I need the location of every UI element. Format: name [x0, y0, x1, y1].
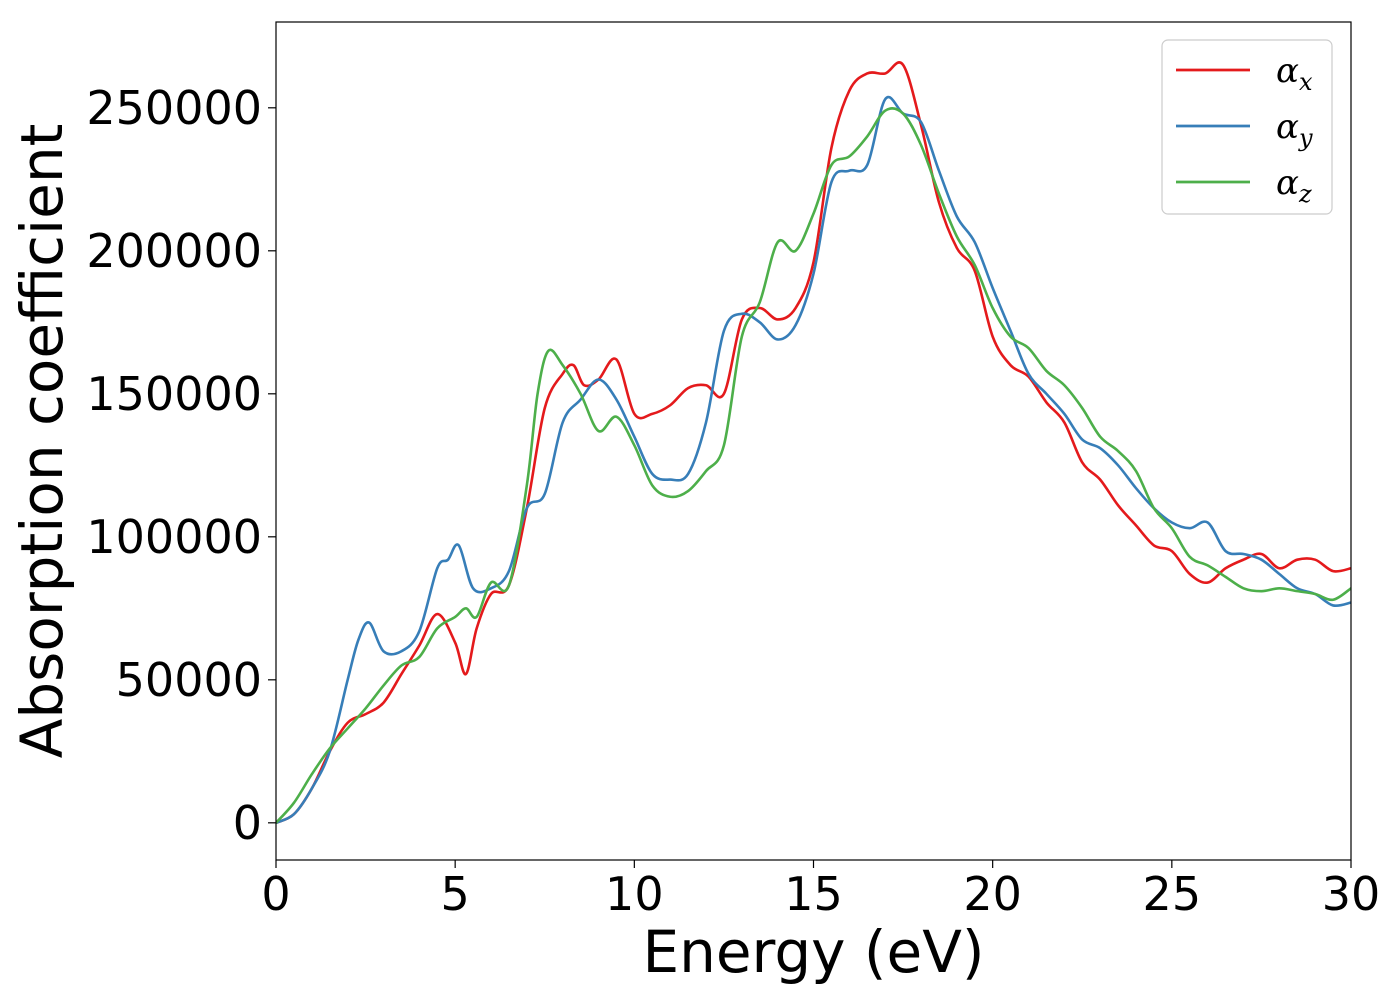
axes-frame [275, 21, 1352, 861]
y-axis-label: Absorption coefficient [8, 124, 76, 759]
y-tick-label: 0 [233, 796, 262, 850]
y-tick-label: 250000 [86, 81, 262, 135]
x-tick-label: 20 [963, 867, 1022, 921]
x-tick-label: 15 [784, 867, 843, 921]
x-tick-label: 25 [1143, 867, 1202, 921]
series-line-alpha-x [276, 61, 1351, 825]
x-tick-label: 0 [261, 867, 290, 921]
ticks-layer: 0 5 10 15 20 25 30 0 50000 100000 150000 200000 2500… [86, 81, 1380, 921]
legend-label-alpha-x: αx [1276, 51, 1313, 96]
series-line-alpha-z [276, 107, 1351, 825]
x-axis-label: Energy (eV) [642, 918, 984, 986]
y-tick-label: 100000 [86, 510, 262, 564]
series-line-alpha-y [276, 95, 1351, 825]
y-tick-label: 50000 [116, 653, 262, 707]
x-tick-label: 5 [441, 867, 470, 921]
y-tick-label: 200000 [86, 224, 262, 278]
x-tick-label: 30 [1322, 867, 1381, 921]
y-tick-label: 150000 [86, 367, 262, 421]
series-layer [276, 61, 1351, 825]
x-tick-label: 10 [605, 867, 664, 921]
